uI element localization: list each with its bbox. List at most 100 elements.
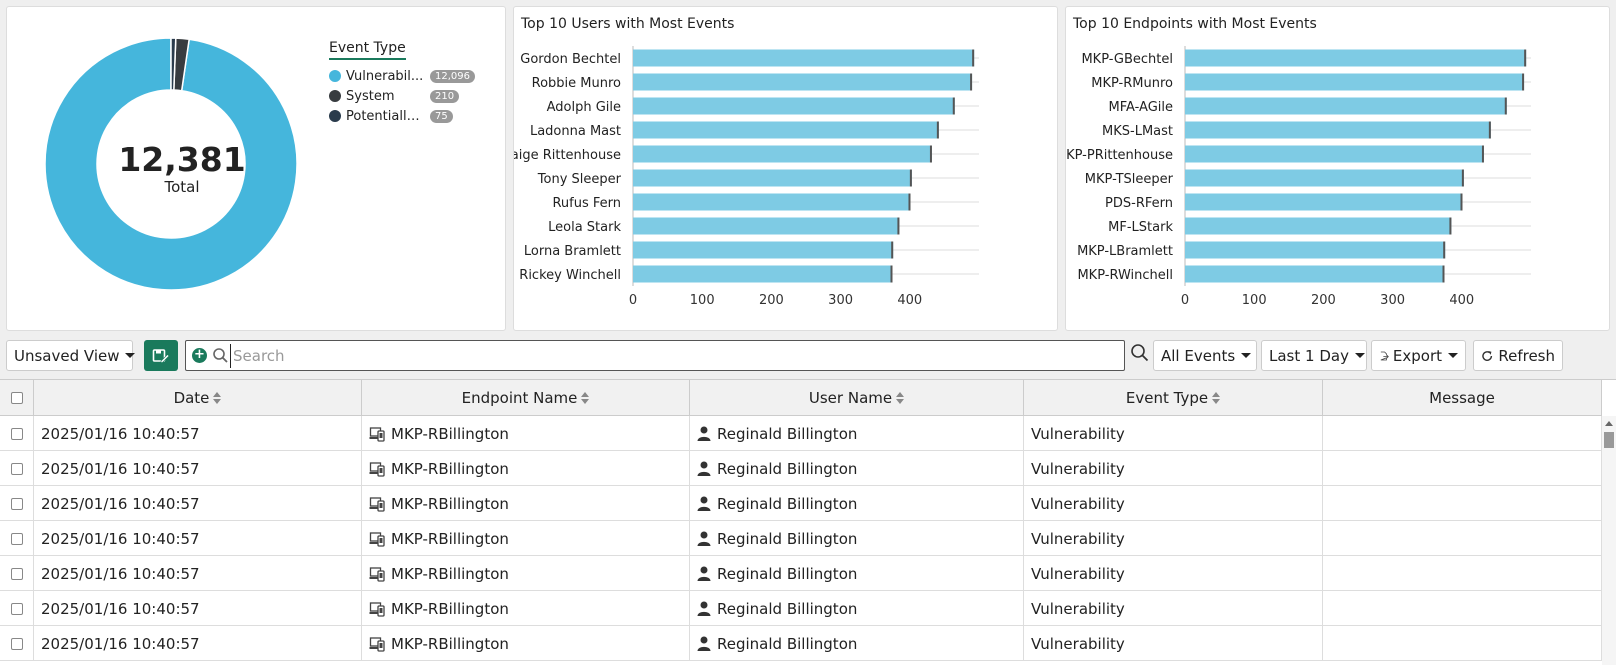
column-header-user-name[interactable]: User Name (690, 380, 1024, 416)
search-input[interactable] (230, 344, 1110, 368)
user-bar[interactable] (633, 145, 932, 163)
user-icon (697, 426, 711, 441)
user-bar[interactable] (633, 193, 911, 211)
endpoint-bar[interactable] (1185, 145, 1484, 163)
table-row[interactable]: 2025/01/16 10:40:57 MKP-RBillington Regina… (0, 451, 1602, 486)
endpoint-name-link[interactable]: MKP-RBillington (391, 424, 509, 443)
user-name-link[interactable]: Reginald Billington (717, 529, 858, 548)
endpoint-bar[interactable] (1185, 121, 1491, 139)
refresh-button[interactable]: Refresh (1473, 340, 1563, 371)
user-category-label: Rickey Winchell (519, 268, 621, 283)
endpoint-name-link[interactable]: MKP-RBillington (391, 494, 509, 513)
endpoint-bar-cap (1522, 73, 1525, 91)
legend-item-system[interactable]: System 210 (329, 86, 475, 106)
message-cell (1323, 591, 1602, 626)
table-row[interactable]: 2025/01/16 10:40:57 MKP-RBillington Regina… (0, 591, 1602, 626)
column-label: Event Type (1125, 389, 1209, 407)
table-row[interactable]: 2025/01/16 10:40:57 MKP-RBillington Regina… (0, 556, 1602, 591)
save-view-button[interactable] (144, 340, 178, 371)
user-name-link[interactable]: Reginald Billington (717, 424, 858, 443)
row-checkbox[interactable] (10, 637, 23, 650)
column-header-message[interactable]: Message (1323, 380, 1602, 416)
user-name-link[interactable]: Reginald Billington (717, 459, 858, 478)
select-all-checkbox[interactable] (10, 392, 23, 404)
user-name-link[interactable]: Reginald Billington (717, 599, 858, 618)
user-icon (697, 601, 711, 616)
user-icon (697, 531, 711, 546)
user-bar[interactable] (633, 73, 973, 91)
endpoint-bar-cap (1481, 145, 1484, 163)
scroll-up-arrow-icon[interactable] (1605, 421, 1613, 426)
endpoint-bar[interactable] (1185, 217, 1452, 235)
event-type-value: Vulnerability (1031, 494, 1125, 513)
endpoint-bar[interactable] (1185, 73, 1525, 91)
endpoint-cell: MKP-RBillington (362, 416, 690, 451)
export-dropdown[interactable]: Export (1371, 340, 1466, 371)
user-name-link[interactable]: Reginald Billington (717, 564, 858, 583)
column-header-date[interactable]: Date (34, 380, 362, 416)
endpoint-category-label: MFA-AGile (1109, 100, 1173, 115)
column-header-endpoint-name[interactable]: Endpoint Name (362, 380, 690, 416)
endpoint-bar[interactable] (1185, 193, 1463, 211)
row-select-cell (0, 451, 34, 486)
table-row[interactable]: 2025/01/16 10:40:57 MKP-RBillington Regina… (0, 626, 1602, 661)
user-bar[interactable] (633, 121, 939, 139)
user-bar[interactable] (633, 241, 894, 259)
user-bar[interactable] (633, 265, 893, 283)
table-scrollbar[interactable] (1602, 416, 1616, 665)
endpoint-bar[interactable] (1185, 241, 1446, 259)
user-bar[interactable] (633, 169, 912, 187)
x-tick-label: 0 (1181, 293, 1189, 308)
endpoint-bar[interactable] (1185, 169, 1464, 187)
endpoint-name-link[interactable]: MKP-RBillington (391, 599, 509, 618)
legend-item-potentially-unwanted[interactable]: Potentially Un... 75 (329, 106, 475, 126)
row-checkbox[interactable] (10, 602, 23, 615)
row-checkbox[interactable] (10, 567, 23, 580)
message-cell (1323, 486, 1602, 521)
row-checkbox[interactable] (10, 462, 23, 475)
table-row[interactable]: 2025/01/16 10:40:57 MKP-RBillington Regina… (0, 416, 1602, 451)
row-checkbox[interactable] (10, 427, 23, 440)
donut-slice-potentially-unwanted[interactable] (170, 37, 177, 91)
user-bar-cap (908, 193, 911, 211)
row-checkbox[interactable] (10, 497, 23, 510)
table-row[interactable]: 2025/01/16 10:40:57 MKP-RBillington Regina… (0, 486, 1602, 521)
row-checkbox[interactable] (10, 532, 23, 545)
user-bar[interactable] (633, 49, 975, 67)
endpoint-cell: MKP-RBillington (362, 451, 690, 486)
event-type-cell: Vulnerability (1024, 626, 1323, 661)
endpoint-name-link[interactable]: MKP-RBillington (391, 459, 509, 478)
date-cell: 2025/01/16 10:40:57 (34, 451, 362, 486)
column-header-event-type[interactable]: Event Type (1024, 380, 1323, 416)
events-filter-dropdown[interactable]: All Events (1153, 340, 1257, 371)
add-filter-icon[interactable]: + (192, 348, 207, 363)
endpoint-category-label: MKP-TSleeper (1085, 172, 1174, 187)
top-endpoints-bar-chart: MKP-GBechtel MKP-RMunro MFA-AGile MKS-LMast… (1066, 46, 1531, 308)
endpoint-name-link[interactable]: MKP-RBillington (391, 634, 509, 653)
user-name-link[interactable]: Reginald Billington (717, 494, 858, 513)
endpoint-name-link[interactable]: MKP-RBillington (391, 564, 509, 583)
donut-slice-vulnerability[interactable] (44, 37, 298, 291)
save-edit-icon (152, 348, 170, 363)
endpoint-bar[interactable] (1185, 97, 1507, 115)
search-submit-icon[interactable] (1130, 343, 1150, 363)
date-value: 2025/01/16 10:40:57 (41, 494, 200, 513)
endpoint-bar[interactable] (1185, 265, 1445, 283)
top-users-bar-chart: Gordon Bechtel Robbie Munro Adolph Gile Lad… (514, 46, 979, 308)
view-dropdown[interactable]: Unsaved View (6, 340, 136, 371)
endpoint-name-link[interactable]: MKP-RBillington (391, 529, 509, 548)
date-cell: 2025/01/16 10:40:57 (34, 591, 362, 626)
user-name-link[interactable]: Reginald Billington (717, 634, 858, 653)
user-bar[interactable] (633, 97, 955, 115)
event-type-cell: Vulnerability (1024, 416, 1323, 451)
time-range-dropdown[interactable]: Last 1 Day (1261, 340, 1367, 371)
user-icon (697, 566, 711, 581)
endpoint-category-label: MKP-GBechtel (1081, 52, 1173, 67)
legend-item-vulnerability[interactable]: Vulnerabil... 12,096 (329, 66, 475, 86)
event-type-cell: Vulnerability (1024, 486, 1323, 521)
user-bar[interactable] (633, 217, 900, 235)
user-category-label: Lorna Bramlett (524, 244, 621, 259)
endpoint-bar[interactable] (1185, 49, 1527, 67)
table-row[interactable]: 2025/01/16 10:40:57 MKP-RBillington Regina… (0, 521, 1602, 556)
scrollbar-thumb[interactable] (1604, 432, 1614, 448)
